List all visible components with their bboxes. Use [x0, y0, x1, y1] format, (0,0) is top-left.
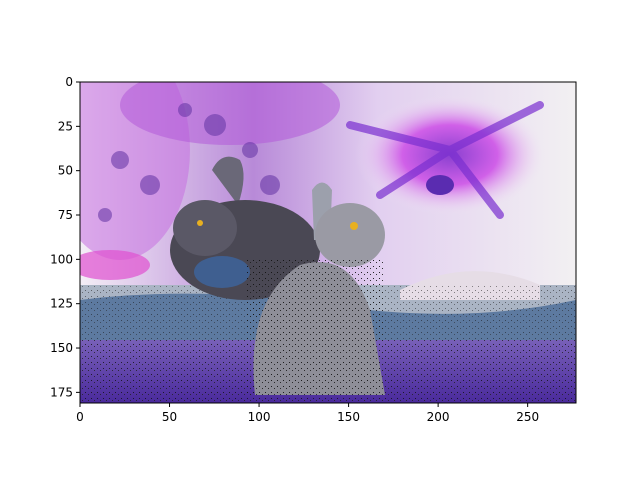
magenta-wash-top	[120, 82, 340, 145]
sun-rays	[346, 101, 544, 219]
y-axis: 0 25 50 75 100 125 150 175	[50, 75, 80, 399]
image-area	[80, 82, 576, 403]
magenta-band	[80, 250, 150, 280]
x-tick-label: 200	[427, 410, 450, 424]
y-tick-label: 50	[58, 164, 73, 178]
rabbit-front	[245, 182, 385, 395]
x-tick-label: 0	[76, 410, 84, 424]
magenta-wash-left	[80, 82, 190, 260]
y-tick-label: 0	[65, 75, 73, 89]
x-tick-label: 150	[337, 410, 360, 424]
axes-frame	[79, 81, 577, 404]
sun-spot	[426, 175, 454, 195]
y-tick-label: 150	[50, 341, 73, 355]
y-tick-label: 125	[50, 297, 73, 311]
x-axis: 0 50 100 150 200 250	[76, 403, 539, 424]
x-tick-label: 100	[248, 410, 271, 424]
x-tick-label: 250	[516, 410, 539, 424]
y-tick-label: 25	[58, 119, 73, 133]
sky-blobs	[98, 103, 280, 222]
x-tick-label: 50	[162, 410, 177, 424]
y-tick-label: 75	[58, 208, 73, 222]
y-tick-label: 100	[50, 252, 73, 266]
y-tick-label: 175	[50, 385, 73, 399]
